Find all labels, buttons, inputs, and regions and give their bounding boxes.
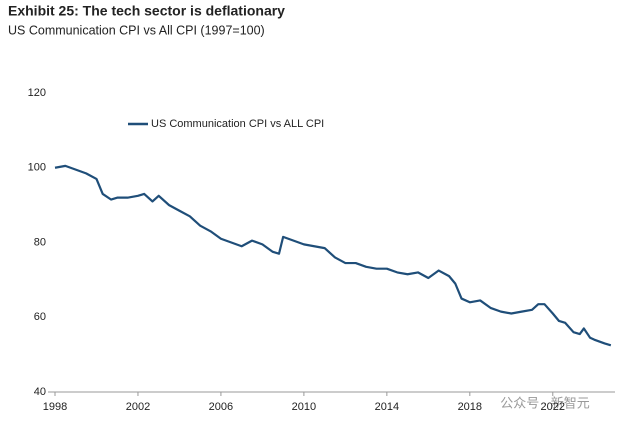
y-tick-label: 60 [34,311,46,323]
series-line [54,164,612,347]
legend-label: US Communication CPI vs ALL CPI [151,118,324,130]
watermark: 公众号 · 新智元 [500,395,590,410]
x-tick-label: 2010 [292,401,316,413]
x-tick-label: 2018 [458,401,482,413]
chart-title: Exhibit 25: The tech sector is deflation… [8,3,285,19]
x-tick-label: 2002 [126,401,150,413]
y-tick-label: 40 [34,386,46,398]
x-tick-label: 2006 [209,401,233,413]
x-tick-label: 1998 [43,401,67,413]
x-tick-label: 2014 [375,401,399,413]
x-tick-label: 2022 [541,401,565,413]
y-tick-label: 120 [28,87,46,99]
y-tick-label: 100 [28,162,46,174]
chart-subtitle: US Communication CPI vs All CPI (1997=10… [8,23,265,37]
y-tick-label: 80 [34,236,46,248]
